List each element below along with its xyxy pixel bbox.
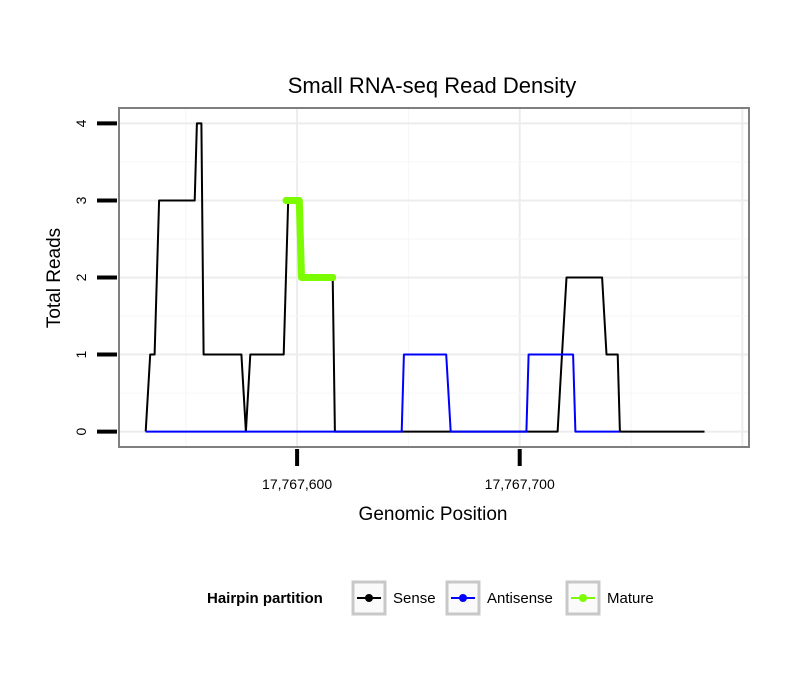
axes: 0 1 2 3 4 17,767,600 17,767,700 — [73, 119, 555, 492]
series-line-antisense — [145, 353, 620, 433]
chart-title: Small RNA-seq Read Density — [288, 73, 577, 98]
legend-key-point — [579, 594, 587, 602]
x-tick-label: 17,767,700 — [485, 476, 555, 492]
y-axis-title: Total Reads — [44, 228, 65, 328]
series-lines — [144, 122, 705, 433]
legend-key-point — [365, 594, 373, 602]
plot-border — [118, 107, 750, 448]
legend-label-sense: Sense — [393, 590, 436, 607]
legend: Hairpin partition Sense Antisense Mature — [207, 580, 654, 616]
y-tick-label: 1 — [73, 350, 89, 358]
legend-title: Hairpin partition — [207, 590, 323, 607]
legend-label-mature: Mature — [607, 590, 654, 607]
y-tick-label: 4 — [73, 119, 89, 127]
y-tick-label: 2 — [73, 273, 89, 281]
legend-label-antisense: Antisense — [487, 590, 553, 607]
x-axis-title: Genomic Position — [359, 504, 508, 525]
y-tick-label: 0 — [73, 427, 89, 435]
y-tick-label: 3 — [73, 196, 89, 204]
legend-key-point — [459, 594, 467, 602]
x-tick-label: 17,767,600 — [262, 476, 332, 492]
series-line-mature — [282, 197, 337, 281]
series-line-sense — [144, 122, 705, 433]
